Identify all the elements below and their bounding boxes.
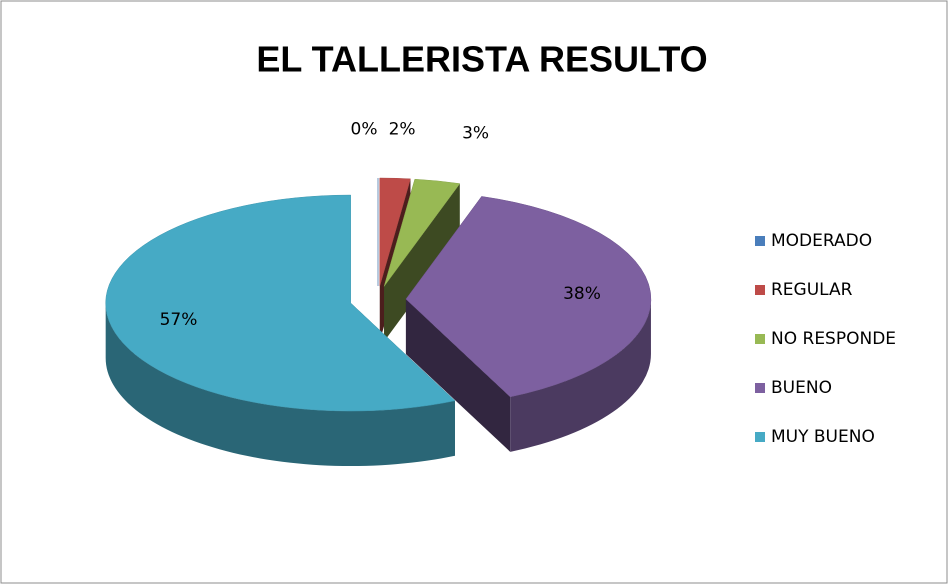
slice-side xyxy=(384,183,460,342)
slice-top xyxy=(105,194,456,412)
slice-top xyxy=(383,178,461,287)
slice-top xyxy=(405,196,652,398)
data-label: 0% xyxy=(351,119,378,139)
data-label: 3% xyxy=(462,124,489,144)
pie-slice xyxy=(405,196,652,452)
slice-wall xyxy=(510,299,651,452)
data-label: 38% xyxy=(563,284,601,304)
legend-label: MUY BUENO xyxy=(771,427,875,447)
slice-top xyxy=(379,177,411,287)
chart-title: EL TALLERISTA RESULTO xyxy=(256,39,707,80)
legend-swatch xyxy=(755,383,765,393)
data-label: 2% xyxy=(389,120,416,140)
legend-swatch xyxy=(755,236,765,246)
pie-slice xyxy=(105,194,456,467)
legend-swatch xyxy=(755,432,765,442)
legend-label: NO RESPONDE xyxy=(771,329,896,349)
data-label: 57% xyxy=(160,310,198,330)
legend-swatch xyxy=(755,334,765,344)
legend-label: REGULAR xyxy=(771,280,853,300)
legend-label: BUENO xyxy=(771,378,832,398)
slice-wall xyxy=(105,303,455,467)
slice-side xyxy=(405,299,511,452)
legend-swatch xyxy=(755,285,765,295)
legend-label: MODERADO xyxy=(771,231,872,251)
pie-slice xyxy=(383,178,461,342)
